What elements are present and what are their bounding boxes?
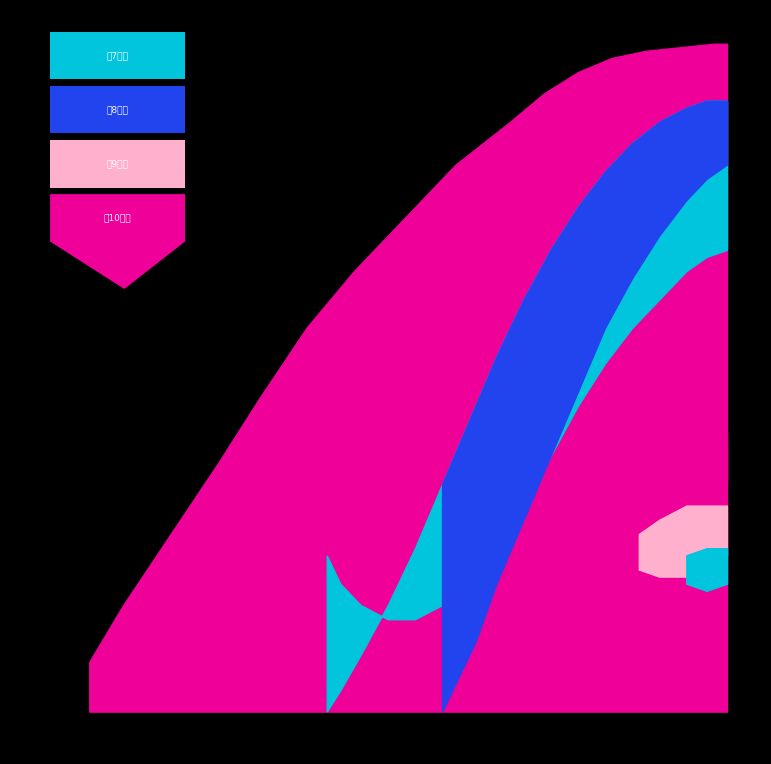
- Polygon shape: [50, 32, 185, 79]
- Polygon shape: [639, 506, 728, 577]
- Polygon shape: [50, 86, 185, 134]
- Text: 畴7以上: 畴7以上: [106, 51, 129, 60]
- Polygon shape: [50, 140, 185, 187]
- Text: 畇10以上: 畇10以上: [104, 213, 131, 222]
- Polygon shape: [687, 549, 728, 591]
- Polygon shape: [89, 44, 728, 712]
- Text: 畴9以上: 畴9以上: [106, 160, 129, 168]
- Text: 畴8以上: 畴8以上: [106, 105, 129, 115]
- Polygon shape: [50, 194, 185, 289]
- Polygon shape: [327, 101, 728, 712]
- Polygon shape: [639, 428, 728, 499]
- Polygon shape: [443, 101, 728, 712]
